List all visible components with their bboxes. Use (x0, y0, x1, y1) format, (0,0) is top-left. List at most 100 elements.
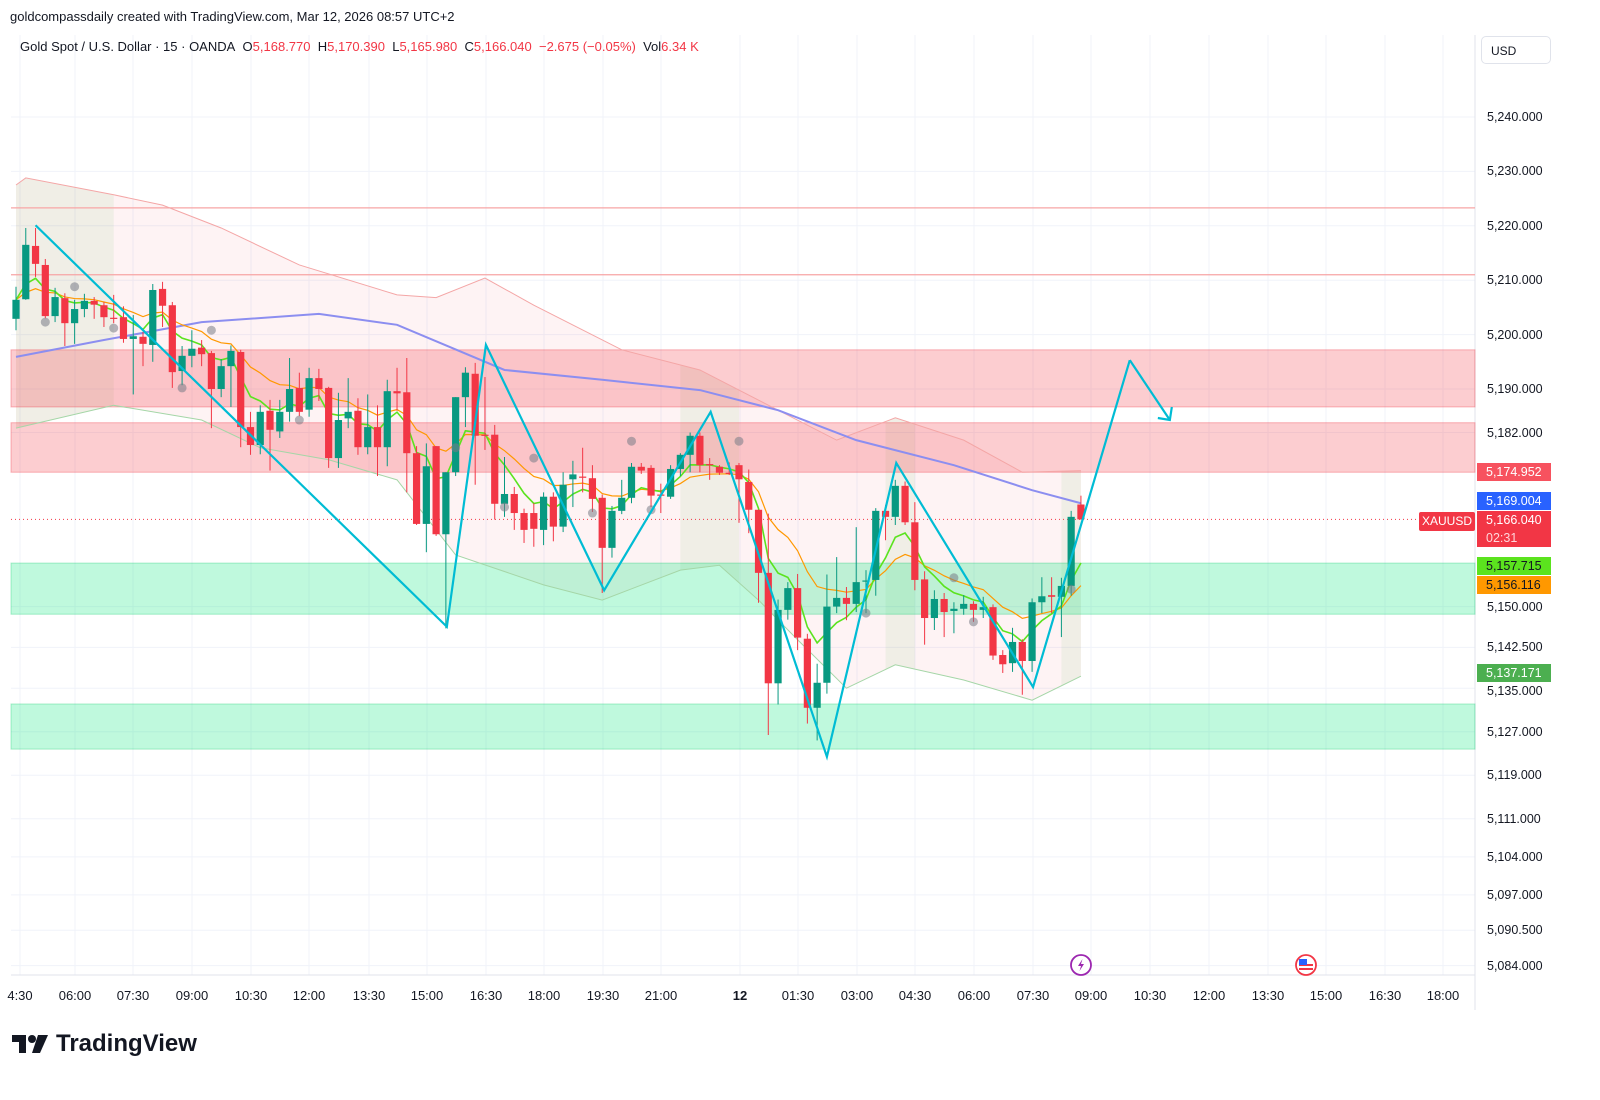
candle-body (930, 598, 938, 619)
long-ma-badge: 5,169.004 (1477, 492, 1551, 510)
time-axis-label: 15:00 (1309, 988, 1343, 1003)
candle-body (31, 245, 40, 264)
band-fill (16, 177, 1081, 701)
candle-body (706, 464, 714, 466)
time-axis-label: 06:00 (58, 988, 92, 1003)
candle-body (22, 244, 30, 300)
candle-body (110, 317, 118, 319)
candle-body (198, 347, 206, 355)
fractal-dot (529, 453, 539, 463)
high-label: H (317, 39, 328, 54)
candle-body (207, 353, 215, 389)
price-axis-label: 5,104.000 (1487, 849, 1543, 864)
candle-body (61, 298, 69, 324)
slow-ema-line (15, 288, 1082, 620)
price-axis-label: 5,190.000 (1487, 382, 1543, 396)
fractal-dot (70, 282, 80, 292)
time-axis-label: 07:30 (1016, 988, 1050, 1003)
resistance-zone (10, 349, 1476, 408)
time-axis-label: 10:30 (234, 988, 268, 1003)
candle-body (637, 466, 645, 471)
candle-body (227, 350, 235, 367)
candle-body (579, 476, 587, 478)
lightning-icon[interactable] (1070, 954, 1092, 976)
candle-body (989, 607, 997, 656)
price-axis-label: 5,111.000 (1487, 811, 1541, 826)
candle-body (90, 300, 98, 305)
resistance-level-badge: 5,174.952 (1477, 463, 1551, 481)
projection-arrow-head-icon (1157, 406, 1173, 422)
change-value: −2.675 (−0.05%) (538, 39, 636, 54)
candle-body (881, 510, 890, 517)
time-axis-label: 01:30 (781, 988, 815, 1003)
candle-body (833, 597, 841, 607)
time-axis-label: 13:30 (352, 988, 386, 1003)
candle-body (715, 466, 724, 473)
candle-body (940, 598, 948, 613)
candle-body (295, 387, 303, 412)
symbol-legend: Gold Spot / U.S. Dollar · 15 · OANDA O5,… (20, 39, 699, 54)
candle-body (842, 597, 851, 604)
candle-body (266, 410, 274, 430)
price-axis-label: 5,182.000 (1487, 425, 1543, 440)
fractal-dot (587, 508, 597, 518)
support-zone (10, 703, 1476, 750)
fractal-dot (968, 617, 978, 627)
candle-body (403, 392, 411, 454)
us-flag-icon[interactable] (1295, 954, 1317, 976)
candle-body (158, 288, 167, 306)
price-axis-label: 5,220.000 (1487, 218, 1543, 233)
candle-body (588, 478, 597, 499)
price-axis-label: 5,090.500 (1487, 923, 1543, 938)
candle-body (188, 348, 196, 356)
candle-body (1077, 504, 1085, 520)
fractal-dot (627, 436, 637, 446)
candle-body (823, 606, 831, 683)
candle-body (422, 466, 430, 524)
candle-body (168, 305, 176, 373)
candle-body (960, 603, 968, 609)
candle-body (412, 453, 421, 524)
brand-name: TradingView (56, 1030, 197, 1057)
time-axis-label: 12 (732, 988, 748, 1003)
candle-body (901, 485, 909, 523)
price-axis-label: 5,119.000 (1487, 768, 1542, 783)
candle-body (285, 389, 294, 412)
open-value: 5,168.770 (252, 39, 311, 54)
candle-body (305, 378, 313, 410)
fractal-dot (1066, 584, 1076, 594)
currency-button[interactable]: USD (1481, 36, 1551, 64)
candle-body (891, 485, 899, 517)
candle-body (608, 510, 616, 548)
close-value: 5,166.040 (473, 39, 532, 54)
candle-body (627, 466, 636, 498)
candle-body (178, 355, 186, 372)
last-price-badge: 5,166.040 02:31 (1477, 511, 1551, 547)
candle-body (481, 434, 489, 436)
low-value: 5,165.980 (399, 39, 458, 54)
candle-body (373, 427, 382, 448)
time-axis-label: 4:30 (7, 988, 33, 1003)
upper-band-line (15, 177, 1081, 473)
candle-body (149, 289, 157, 345)
candle-body (999, 655, 1007, 665)
fractal-dot (451, 443, 461, 453)
candle-body (921, 579, 929, 619)
candle-body (774, 609, 782, 684)
candle-body (666, 468, 675, 497)
candle-body (539, 496, 548, 530)
tradingview-logo-icon (12, 1035, 48, 1053)
candle-body (471, 373, 479, 436)
price-axis-label: 5,127.000 (1487, 724, 1543, 739)
candle-body (754, 509, 763, 573)
candle-body (862, 580, 870, 582)
price-axis-label: 5,150.000 (1487, 599, 1543, 614)
volume-value: 6.34 K (661, 39, 699, 54)
symbol-title[interactable]: Gold Spot / U.S. Dollar · 15 · OANDA (20, 39, 236, 54)
support-zone (10, 562, 1476, 615)
candle-body (80, 300, 88, 310)
candle-body (803, 638, 811, 708)
candle-body (100, 305, 108, 318)
tradingview-logo[interactable]: TradingView (12, 1030, 197, 1058)
